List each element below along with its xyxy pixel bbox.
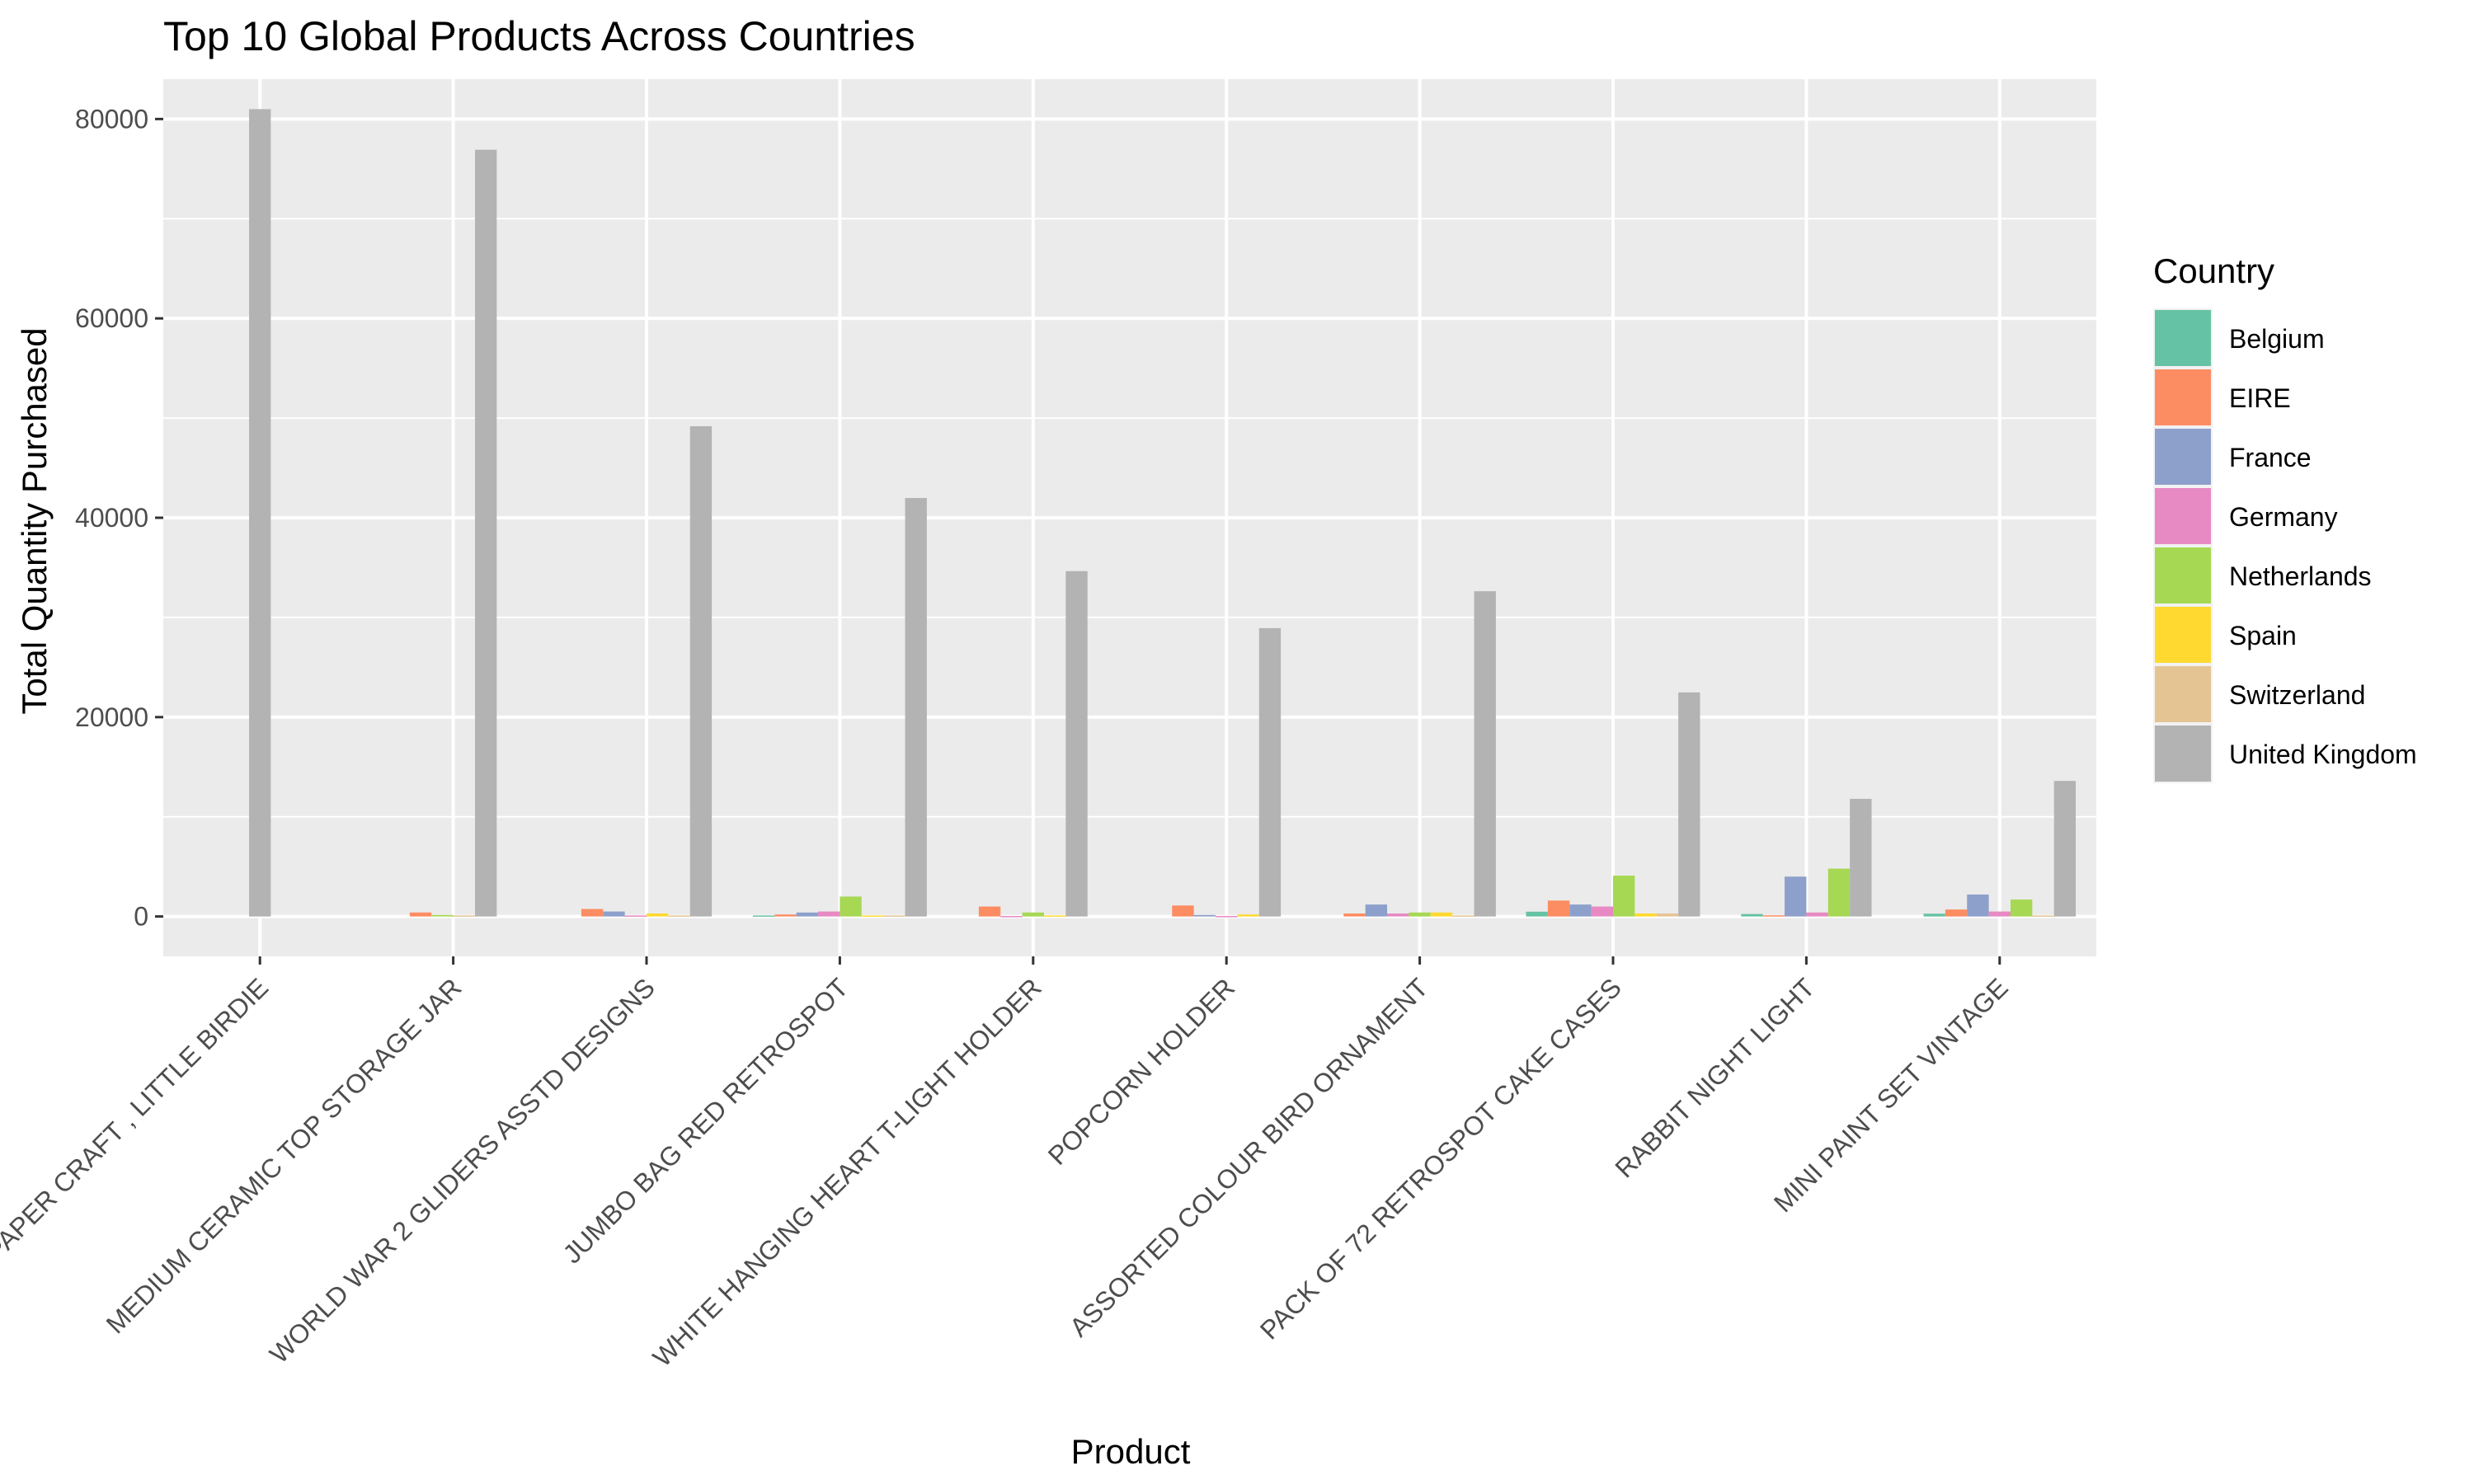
bar-united-kingdom <box>905 498 927 917</box>
legend: Country Belgium EIRE France Germany Netherla… <box>2153 251 2417 783</box>
bars <box>249 109 2077 918</box>
legend-label: EIRE <box>2229 383 2291 413</box>
bar-spain <box>861 915 884 917</box>
bar-switzerland <box>1452 915 1475 917</box>
legend-label: France <box>2229 443 2312 472</box>
legend-label: Spain <box>2229 621 2297 650</box>
bar-germany <box>1000 916 1023 918</box>
legend-label: Germany <box>2229 502 2338 532</box>
bar-netherlands <box>2010 899 2033 917</box>
bar-belgium <box>1923 913 1945 917</box>
bar-united-kingdom <box>1065 571 1088 917</box>
x-tick-label: RABBIT NIGHT LIGHT <box>1609 972 1820 1183</box>
legend-swatch <box>2155 726 2211 782</box>
x-tick-label: POPCORN HOLDER <box>1042 972 1240 1170</box>
x-tick-label: MEDIUM CERAMIC TOP STORAGE JAR <box>101 972 468 1339</box>
legend-swatch <box>2155 547 2211 603</box>
y-tick-label: 20000 <box>75 702 148 732</box>
x-tick-label: PACK OF 72 RETROSPOT CAKE CASES <box>1254 972 1627 1345</box>
chart-title: Top 10 Global Products Across Countries <box>163 13 915 59</box>
bar-germany <box>1988 911 2011 917</box>
plot-panel <box>163 79 2096 956</box>
legend-swatch <box>2155 607 2211 663</box>
bar-spain <box>1430 912 1453 917</box>
bar-switzerland <box>1656 913 1679 917</box>
legend-title: Country <box>2153 251 2274 290</box>
bar-eire <box>774 914 797 917</box>
bar-eire <box>1945 909 1968 917</box>
bar-netherlands <box>1827 868 1851 917</box>
bar-united-kingdom <box>689 425 713 917</box>
bar-france <box>603 911 625 917</box>
bar-eire <box>978 906 1001 917</box>
y-tick-label: 60000 <box>75 303 148 333</box>
bar-belgium <box>1526 911 1548 917</box>
legend-swatch <box>2155 369 2211 425</box>
legend-label: Belgium <box>2229 324 2325 354</box>
legend-label: Netherlands <box>2229 561 2372 591</box>
bar-switzerland <box>453 915 475 917</box>
bar-spain <box>1237 914 1259 917</box>
bar-switzerland <box>2032 915 2054 917</box>
bar-france <box>1785 876 1807 917</box>
bar-switzerland <box>668 915 690 917</box>
bar-united-kingdom <box>1474 591 1496 917</box>
y-axis-title: Total Quantity Purchased <box>15 327 54 714</box>
y-tick-label: 40000 <box>75 503 148 533</box>
y-tick-label: 0 <box>134 902 148 932</box>
y-axis: 0 20000 40000 60000 80000 <box>75 104 163 932</box>
legend-label: United Kingdom <box>2229 740 2417 769</box>
x-tick-label: ASSORTED COLOUR BIRD ORNAMENT <box>1064 972 1434 1342</box>
bar-france <box>1967 895 1989 917</box>
bar-united-kingdom <box>1678 692 1700 917</box>
legend-swatch <box>2155 310 2211 366</box>
bar-eire <box>1343 913 1366 917</box>
bar-eire <box>581 909 604 917</box>
bar-united-kingdom <box>2053 781 2077 917</box>
bar-spain <box>1043 915 1066 917</box>
legend-swatch <box>2155 666 2211 722</box>
bar-netherlands <box>431 914 454 917</box>
bar-netherlands <box>1022 912 1044 917</box>
bar-germany <box>818 911 840 917</box>
bar-netherlands <box>1409 912 1431 917</box>
bar-germany <box>624 915 647 917</box>
x-tick-label: WHITE HANGING HEART T-LIGHT HOLDER <box>647 972 1047 1372</box>
bar-france <box>1193 914 1216 917</box>
bar-germany <box>1591 906 1613 917</box>
bar-france <box>796 912 819 917</box>
bar-eire <box>1762 915 1785 917</box>
bar-spain <box>647 913 669 917</box>
bar-united-kingdom <box>474 149 497 917</box>
bar-netherlands <box>1613 876 1635 917</box>
bar-netherlands <box>840 896 862 917</box>
x-axis-title: Product <box>1071 1432 1191 1471</box>
bar-eire <box>1172 905 1194 917</box>
bar-united-kingdom <box>1258 627 1282 917</box>
bar-united-kingdom <box>249 109 271 917</box>
bar-switzerland <box>883 915 905 917</box>
bar-belgium <box>1741 913 1763 917</box>
x-tick-label: MINI PAINT SET VINTAGE <box>1768 972 2014 1218</box>
y-tick-label: 80000 <box>75 104 148 134</box>
bar-germany <box>1806 912 1828 917</box>
bar-eire <box>409 912 432 917</box>
bar-germany <box>1387 913 1409 917</box>
x-tick-label: WORLD WAR 2 GLIDERS ASSTD DESIGNS <box>264 972 661 1369</box>
bar-united-kingdom <box>1850 798 1872 917</box>
bar-france <box>1569 904 1592 917</box>
legend-swatch <box>2155 429 2211 485</box>
legend-swatch <box>2155 488 2211 544</box>
legend-label: Switzerland <box>2229 680 2365 710</box>
bar-france <box>1365 904 1388 917</box>
bar-germany <box>1216 916 1238 918</box>
bar-spain <box>1634 913 1657 917</box>
bar-eire <box>1547 900 1570 917</box>
bar-belgium <box>752 915 775 917</box>
